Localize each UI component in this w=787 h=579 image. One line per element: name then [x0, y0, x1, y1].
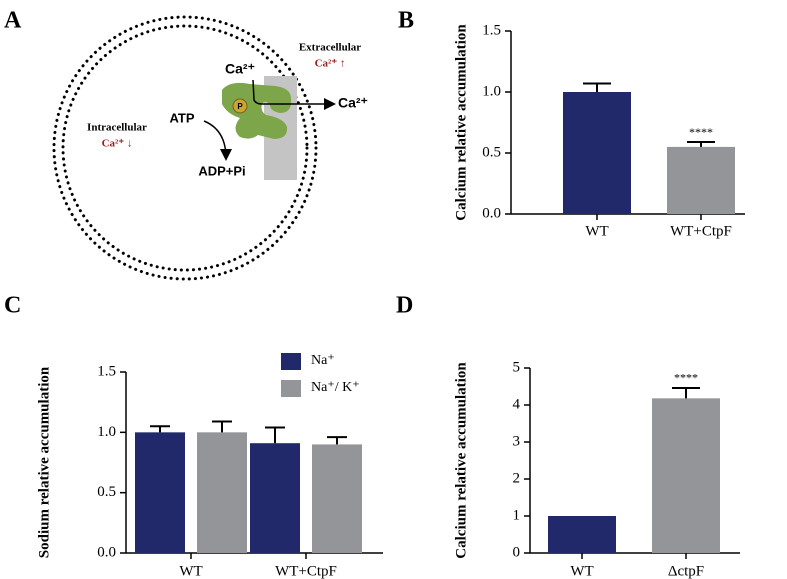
panel-letter: B: [398, 8, 414, 34]
error-bar: [150, 425, 170, 433]
phosphate: [232, 98, 248, 114]
legend-label: Na⁺/ K⁺: [311, 380, 360, 395]
significance: ****: [689, 125, 713, 139]
label: ATP: [169, 110, 194, 125]
y-axis-label: Calcium relative accumulation: [453, 24, 469, 221]
y-tick-label: 0.5: [97, 484, 116, 500]
bar: [135, 432, 185, 553]
y-tick-label: 5: [513, 359, 521, 375]
y-tick-label: 2: [513, 470, 521, 486]
y-tick-label: 0.0: [97, 544, 116, 560]
error-bar: [265, 426, 285, 444]
label: P: [237, 102, 243, 111]
label: Intracellular: [87, 122, 147, 134]
panel-letter: C: [4, 293, 21, 319]
bar: [563, 92, 631, 214]
y-tick-label: 1.5: [97, 363, 116, 379]
panel-letter: D: [396, 293, 413, 319]
error-bar: [583, 82, 611, 92]
label: ADP+Pi: [198, 163, 245, 178]
x-tick-label: WT: [570, 563, 593, 579]
significance: ****: [674, 371, 698, 385]
bar: [548, 516, 616, 553]
error-bar: [212, 420, 232, 433]
atp-arrow: [203, 120, 232, 161]
membrane-outer: [52, 15, 318, 281]
diagram: A Extracellular Ca²⁺ ↑ Ca²⁺ Ca²⁺ ATP Int…: [4, 8, 368, 281]
calcium-arrow: [252, 79, 336, 110]
y-axis-label: Calcium relative accumulation: [453, 362, 469, 559]
label: Ca²⁺: [338, 95, 368, 111]
panel-letter: A: [4, 8, 22, 34]
error-bar: [672, 386, 700, 399]
membrane-inner: [61, 24, 309, 272]
x-tick-label: WT+CtpF: [275, 563, 337, 579]
y-tick-label: 4: [513, 396, 521, 412]
label: Ca²⁺: [225, 61, 255, 77]
legend-label: Na⁺: [311, 353, 335, 368]
y-tick-label: 1: [513, 507, 521, 523]
bar: [197, 432, 247, 553]
legend-swatch: [281, 353, 301, 370]
bar: [667, 146, 735, 214]
y-tick-label: 3: [513, 433, 521, 449]
y-tick-label: 0: [513, 544, 521, 560]
y-tick-label: 0.5: [482, 144, 501, 160]
y-tick-label: 1.0: [97, 424, 116, 440]
error-bar: [687, 141, 715, 147]
bar: [312, 444, 362, 553]
bar: [250, 443, 300, 553]
x-tick-label: WT: [585, 223, 608, 239]
pump-protein: [222, 82, 292, 139]
label: Ca²⁺ ↑: [315, 58, 346, 70]
y-tick-label: 1.0: [482, 83, 501, 99]
legend-swatch: [281, 380, 301, 397]
y-tick-label: 0.0: [482, 205, 501, 221]
bar: [652, 398, 720, 553]
y-axis-label: Sodium relative accumulation: [36, 366, 52, 558]
y-tick-label: 1.5: [482, 22, 501, 38]
x-tick-label: WT: [179, 563, 202, 579]
label: Extracellular: [299, 42, 361, 54]
x-tick-label: ΔctpF: [668, 563, 704, 579]
error-bar: [327, 436, 347, 445]
label: Ca²⁺ ↓: [102, 138, 133, 150]
x-tick-label: WT+CtpF: [670, 223, 732, 239]
